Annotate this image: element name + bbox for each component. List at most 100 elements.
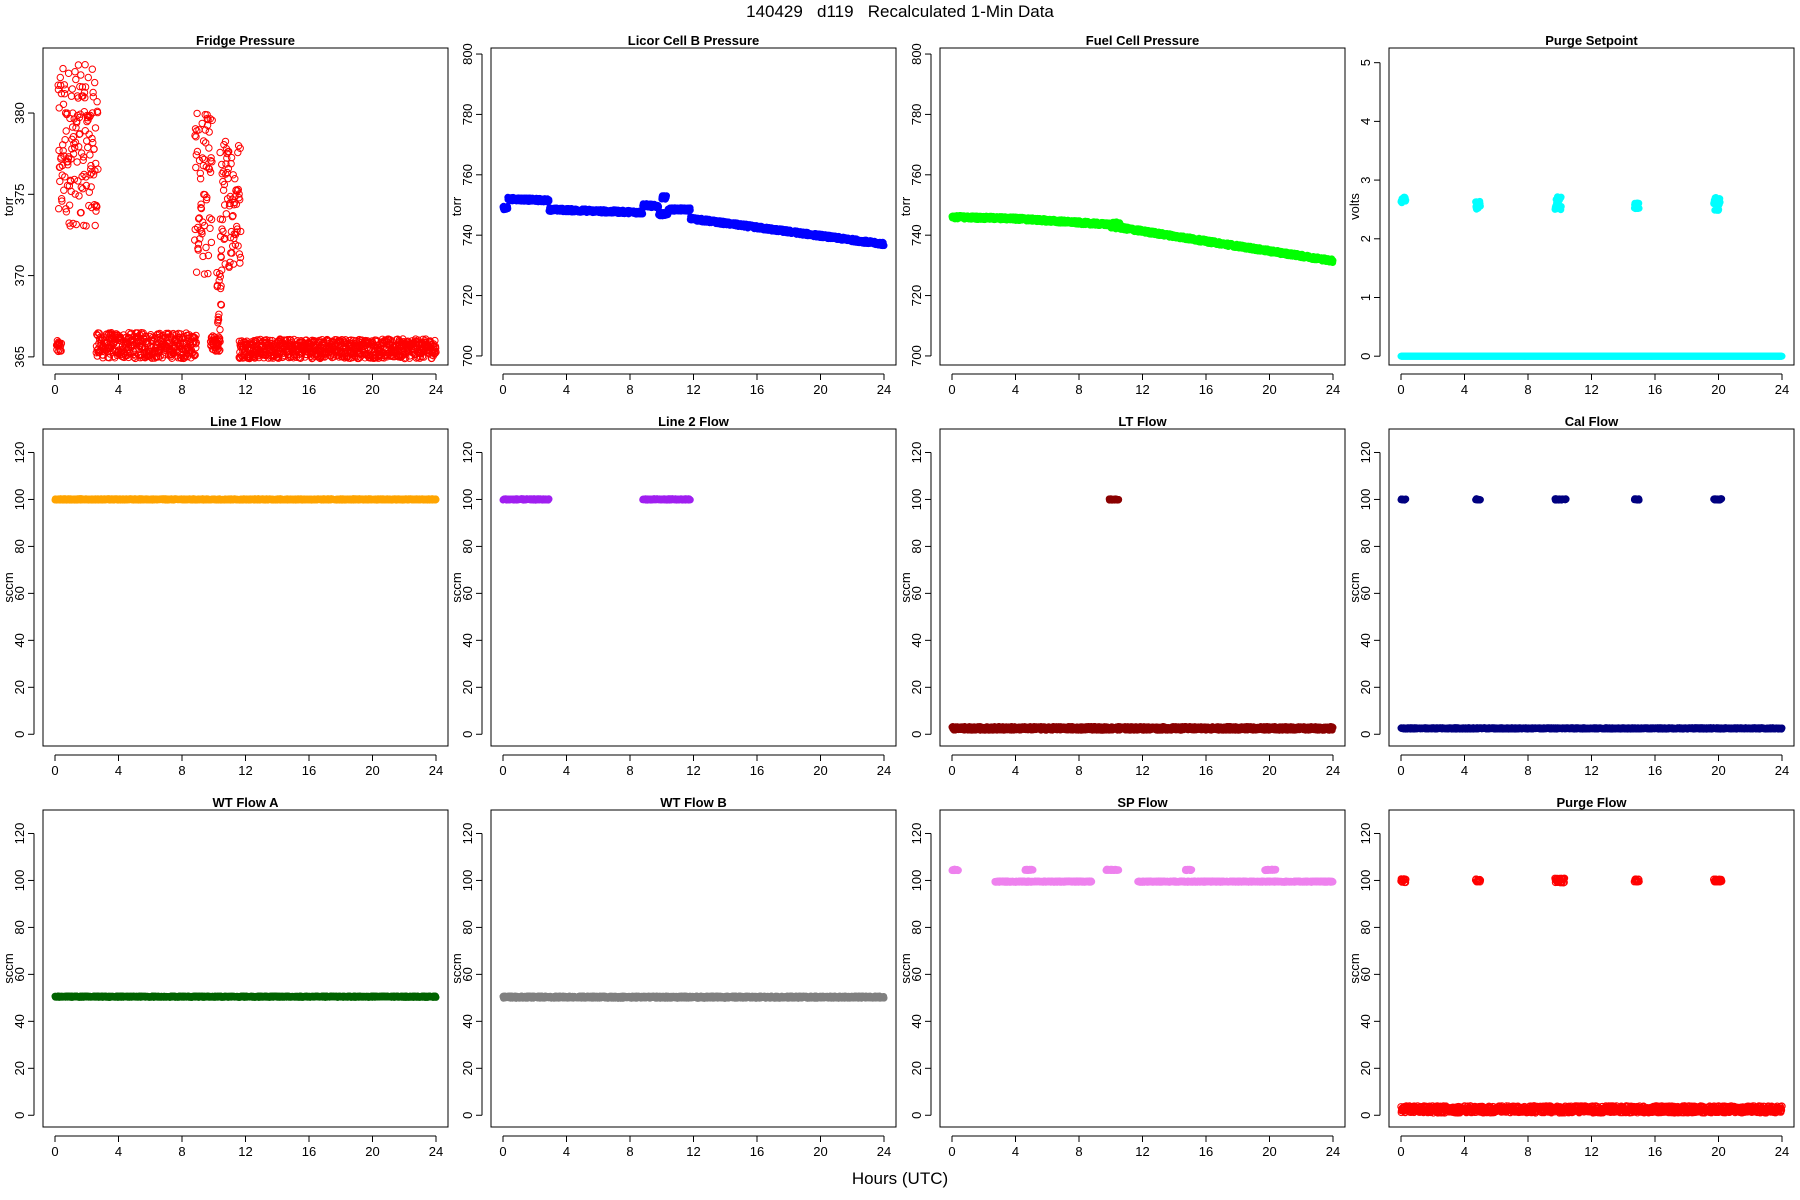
data-point (222, 210, 231, 218)
data-point (220, 180, 229, 189)
data-point (68, 123, 77, 131)
data-point (207, 215, 216, 224)
x-tick-label: 20 (1262, 382, 1276, 397)
data-point (160, 351, 168, 359)
data-point (227, 153, 236, 162)
data-point (432, 344, 440, 352)
data-point (199, 252, 207, 261)
data-point (218, 215, 227, 224)
x-axis: 0 4 8 12 16 20 24 (948, 373, 1340, 397)
data-point (93, 98, 101, 106)
data-point (215, 335, 224, 344)
data-point (402, 354, 410, 362)
data-point (219, 186, 228, 194)
chart-title: Fuel Cell Pressure (1086, 33, 1199, 48)
data-point (87, 183, 95, 191)
data-point (55, 205, 63, 213)
data-point (74, 61, 83, 69)
data-point (221, 234, 229, 243)
data-point (206, 224, 214, 233)
data-point (88, 134, 96, 143)
data-point (89, 88, 97, 97)
data-point (81, 83, 90, 91)
data-point (215, 347, 223, 355)
data-point (196, 235, 204, 243)
x-axis: 0 4 8 12 16 20 24 (499, 373, 891, 397)
data-point (655, 203, 663, 211)
y-tick-label: 365 (12, 346, 27, 368)
data-point (219, 227, 227, 236)
y-axis-title: torr (1, 196, 16, 216)
data-point (82, 173, 90, 181)
data-point (131, 346, 139, 354)
data-point (662, 192, 670, 200)
data-point (65, 201, 74, 209)
data-point (192, 151, 201, 159)
x-tick-label: 16 (1199, 382, 1213, 397)
data-point (84, 73, 93, 82)
data-point (200, 155, 208, 164)
plot-frame (490, 47, 897, 366)
y-tick-label: 700 (460, 345, 475, 367)
data-point (61, 85, 70, 93)
data-point (155, 330, 163, 339)
data-point (202, 243, 210, 252)
x-tick-label: 4 (1012, 382, 1019, 397)
data-point (156, 352, 164, 360)
data-point (62, 127, 70, 135)
data-point (105, 354, 114, 362)
y-tick-label: 800 (460, 43, 475, 65)
data-point (235, 250, 244, 258)
data-point (57, 339, 66, 348)
data-point (405, 354, 414, 362)
data-point (198, 230, 206, 238)
data-point (85, 188, 94, 196)
data-point (198, 227, 206, 236)
data-point (236, 253, 245, 262)
data-points (948, 212, 1337, 266)
data-point (217, 301, 226, 309)
data-point (55, 146, 63, 155)
data-point (84, 143, 92, 152)
data-point (207, 238, 216, 247)
data-point (81, 127, 90, 135)
data-point (207, 154, 215, 162)
data-point (87, 161, 95, 170)
x-tick-label: 8 (1075, 382, 1082, 397)
data-point (236, 144, 244, 153)
data-point (226, 258, 234, 266)
data-point (205, 165, 214, 173)
y-tick-label: 760 (909, 164, 924, 186)
data-point (192, 163, 200, 172)
data-point (82, 181, 91, 190)
data-point (81, 60, 89, 69)
data-point (207, 157, 215, 165)
data-point (91, 221, 99, 230)
plot-frame (42, 47, 449, 366)
data-point (191, 351, 199, 359)
x-tick-label: 12 (1135, 382, 1149, 397)
data-point (192, 331, 200, 340)
x-axis: 0 4 8 12 16 20 24 (51, 373, 443, 397)
data-point (206, 214, 214, 222)
plot-frame (939, 47, 1346, 366)
y-tick-label: 380 (12, 102, 27, 124)
data-point (76, 82, 84, 91)
data-point (71, 143, 79, 152)
data-point (196, 175, 205, 183)
data-point (1329, 256, 1337, 264)
data-point (89, 93, 98, 101)
data-point (215, 310, 223, 318)
data-point (59, 147, 67, 155)
data-point (201, 126, 210, 134)
data-point (237, 227, 245, 236)
data-point (77, 208, 85, 217)
x-tick-label: 20 (813, 382, 827, 397)
y-tick-label: 780 (460, 104, 475, 126)
data-point (235, 190, 243, 198)
data-point (196, 226, 204, 234)
y-tick-label: 720 (909, 285, 924, 307)
data-point (204, 269, 212, 278)
